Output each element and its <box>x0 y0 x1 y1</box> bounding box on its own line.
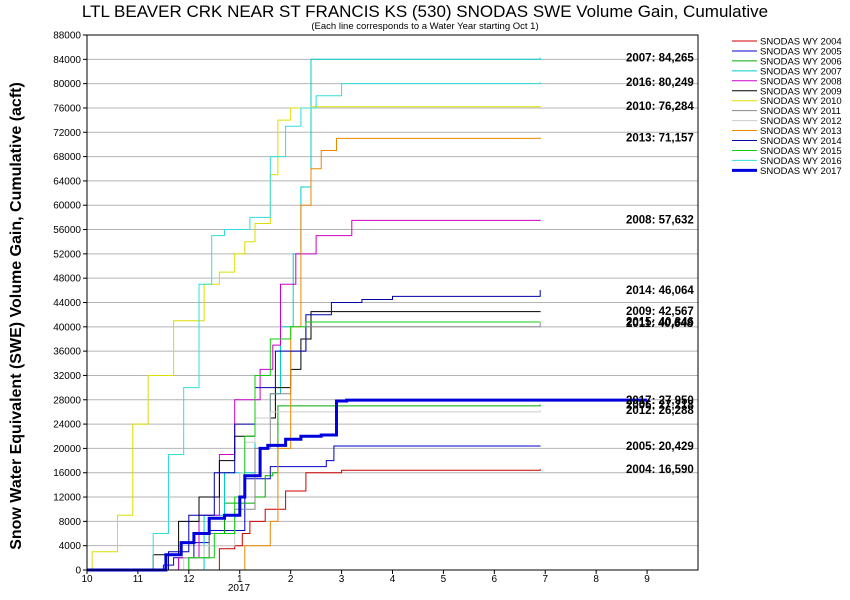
x-tick-label: 6 <box>492 574 498 585</box>
legend-entry: SNODAS WY 2016 <box>760 156 842 167</box>
y-tick-label: 20000 <box>53 444 81 455</box>
x-tick-label: 9 <box>644 574 650 585</box>
x-tick-label: 5 <box>441 574 447 585</box>
gridlines <box>87 58 698 547</box>
y-tick-label: 36000 <box>53 347 81 358</box>
y-tick-label: 76000 <box>53 103 81 114</box>
y-tick-label: 60000 <box>53 201 81 212</box>
series-line-2010 <box>87 106 541 571</box>
series-line-2013 <box>87 137 541 571</box>
legend-entry: SNODAS WY 2014 <box>760 136 842 147</box>
y-tick-label: 88000 <box>53 31 81 42</box>
series-end-label: 2016: 80,249 <box>626 77 694 89</box>
series-line-2012 <box>87 410 541 571</box>
y-tick-label: 48000 <box>53 274 81 285</box>
series-end-label: 2010: 76,284 <box>626 101 694 113</box>
series-line-2008 <box>87 219 541 571</box>
legend-entry: SNODAS WY 2017 <box>760 166 842 177</box>
series-end-label: 2015: 40,846 <box>626 317 694 329</box>
y-tick-label: 44000 <box>53 298 81 309</box>
y-axis-label: Snow Water Equivalent (SWE) Volume Gain,… <box>8 82 25 550</box>
legend-entry: SNODAS WY 2010 <box>760 96 842 107</box>
x-tick-label: 7 <box>542 574 548 585</box>
series-line-2017 <box>87 398 648 572</box>
x-year-label: 2017 <box>228 583 251 594</box>
y-tick-label: 68000 <box>53 152 81 163</box>
series-end-label: 2005: 20,429 <box>626 441 694 453</box>
y-tick-label: 28000 <box>53 395 81 406</box>
x-tick-label: 3 <box>339 574 345 585</box>
y-tick-label: 52000 <box>53 249 81 260</box>
y-tick-label: 40000 <box>53 322 81 333</box>
x-tick-label: 11 <box>133 574 144 585</box>
series-line-2014 <box>87 290 541 571</box>
series-end-label: 2009: 42,567 <box>626 306 694 318</box>
y-tick-label: 4000 <box>59 541 82 552</box>
x-tick-label: 10 <box>81 574 93 585</box>
series-line-2016 <box>87 82 541 571</box>
x-tick-label: 1 <box>237 574 243 585</box>
x-tick-label: 4 <box>390 574 396 585</box>
series-end-label: 2007: 84,265 <box>626 53 694 65</box>
series-line-2006 <box>87 404 541 571</box>
legend-entry: SNODAS WY 2008 <box>760 76 842 87</box>
series-end-label: 2004: 16,590 <box>626 464 694 476</box>
x-tick-label: 2 <box>288 574 294 585</box>
y-tick-labels: 0 4000 8000 12000 16000 20000 24000 28000 32000 3… <box>53 31 87 577</box>
series-end-label: 2008: 57,632 <box>626 215 694 227</box>
legend-entry: SNODAS WY 2006 <box>760 56 842 67</box>
legend-entry: SNODAS WY 2005 <box>760 46 842 57</box>
chart-subtitle: (Each line corresponds to a Water Year s… <box>311 21 538 32</box>
series-end-label: 2011: 40,648 <box>626 318 694 330</box>
series-end-label: 2012: 26,288 <box>626 405 694 417</box>
series-lines <box>87 57 648 572</box>
series-line-2005 <box>87 445 541 571</box>
legend-entry: SNODAS WY 2012 <box>760 116 842 127</box>
chart-title: LTL BEAVER CRK NEAR ST FRANCIS KS (530) … <box>82 2 768 21</box>
y-tick-label: 24000 <box>53 420 81 431</box>
y-tick-label: 84000 <box>53 55 81 66</box>
legend-entry: SNODAS WY 2004 <box>760 37 842 48</box>
y-tick-label: 0 <box>75 566 81 577</box>
x-tick-label: 12 <box>183 574 195 585</box>
y-tick-label: 72000 <box>53 128 81 139</box>
series-line-2015 <box>87 321 541 571</box>
x-tick-label: 8 <box>593 574 599 585</box>
series-line-2004 <box>87 469 541 571</box>
y-tick-label: 56000 <box>53 225 81 236</box>
x-tick-labels: 10 11 12 1 2 3 4 5 6 7 8 9 <box>81 570 650 585</box>
series-line-2009 <box>87 311 541 571</box>
y-tick-label: 80000 <box>53 79 81 90</box>
y-tick-label: 32000 <box>53 371 81 382</box>
legend-entry: SNODAS WY 2015 <box>760 146 842 157</box>
y-tick-label: 12000 <box>53 493 81 504</box>
end-labels: 2004: 16,590 2005: 20,429 2006: 27,218 2007… <box>626 53 694 476</box>
legend-entry: SNODAS WY 2009 <box>760 86 842 97</box>
series-end-label: 2013: 71,157 <box>626 132 694 144</box>
y-tick-label: 16000 <box>53 468 81 479</box>
series-end-label: 2006: 27,218 <box>626 400 694 412</box>
y-tick-label: 8000 <box>59 517 82 528</box>
y-tick-label: 64000 <box>53 176 81 187</box>
series-end-label: 2017: 27,950 <box>626 395 694 407</box>
legend-entry: SNODAS WY 2013 <box>760 126 842 137</box>
legend-entry: SNODAS WY 2011 <box>760 106 841 117</box>
series-line-2007 <box>87 57 541 571</box>
series-end-label: 2014: 46,064 <box>626 285 694 297</box>
legend-entry: SNODAS WY 2007 <box>760 66 842 77</box>
